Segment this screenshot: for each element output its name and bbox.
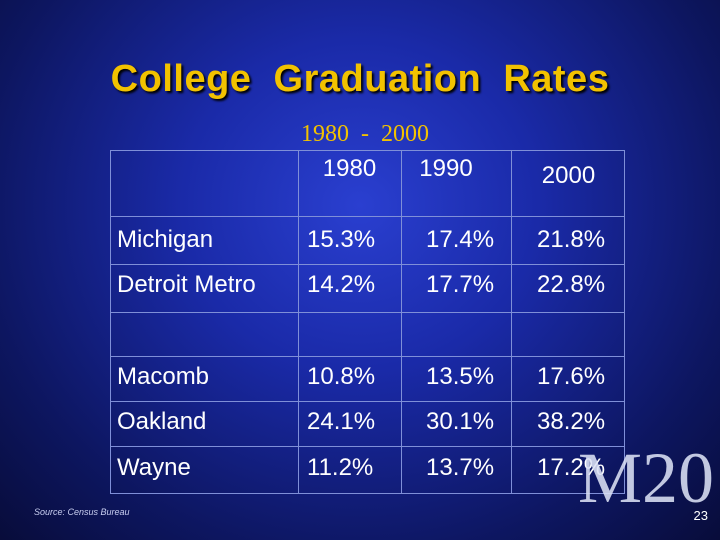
table-gridline [111,216,624,217]
watermark-logo: M20 [578,438,715,518]
table-cell: 15.3% [307,226,376,253]
slide-subtitle: 1980 - 2000 [301,121,429,147]
table-cell: 17.7% [426,271,495,298]
table-cell: 11.2% [307,454,374,481]
column-header-1990: 1990 [419,155,473,182]
table-cell: 17.6% [537,363,606,390]
table-cell: 38.2% [537,408,606,435]
page-number: 23 [693,508,708,523]
table-cell: 17.4% [426,226,495,253]
table-cell: 13.7% [426,454,495,481]
table-cell: 10.8% [307,363,376,390]
table-cell: 24.1% [307,408,376,435]
column-header-1980: 1980 [322,155,377,182]
table-gridline [298,151,299,493]
table-gridline [111,312,624,313]
table-cell: 17.2% [537,454,606,481]
table-cell: 30.1% [426,408,495,435]
row-label: Michigan [117,226,214,253]
table-gridline [401,151,402,493]
row-label: Detroit Metro [117,271,256,298]
slide-title: College Graduation Rates [110,58,610,100]
source-note: Source: Census Bureau [34,507,130,517]
table-cell: 21.8% [537,226,606,253]
table-cell: 13.5% [426,363,495,390]
table-gridline [111,446,624,447]
column-header-2000: 2000 [541,162,596,189]
row-label: Wayne [117,454,191,481]
row-label: Oakland [117,408,207,435]
graduation-rates-table: 1980 1990 2000 Michigan 15.3% 17.4% 21.8… [110,150,625,494]
table-gridline [511,151,512,493]
table-cell: 14.2% [307,271,376,298]
table-gridline [111,264,624,265]
row-label: Macomb [117,363,210,390]
table-gridline [111,356,624,357]
table-gridline [111,401,624,402]
table-cell: 22.8% [537,271,606,298]
